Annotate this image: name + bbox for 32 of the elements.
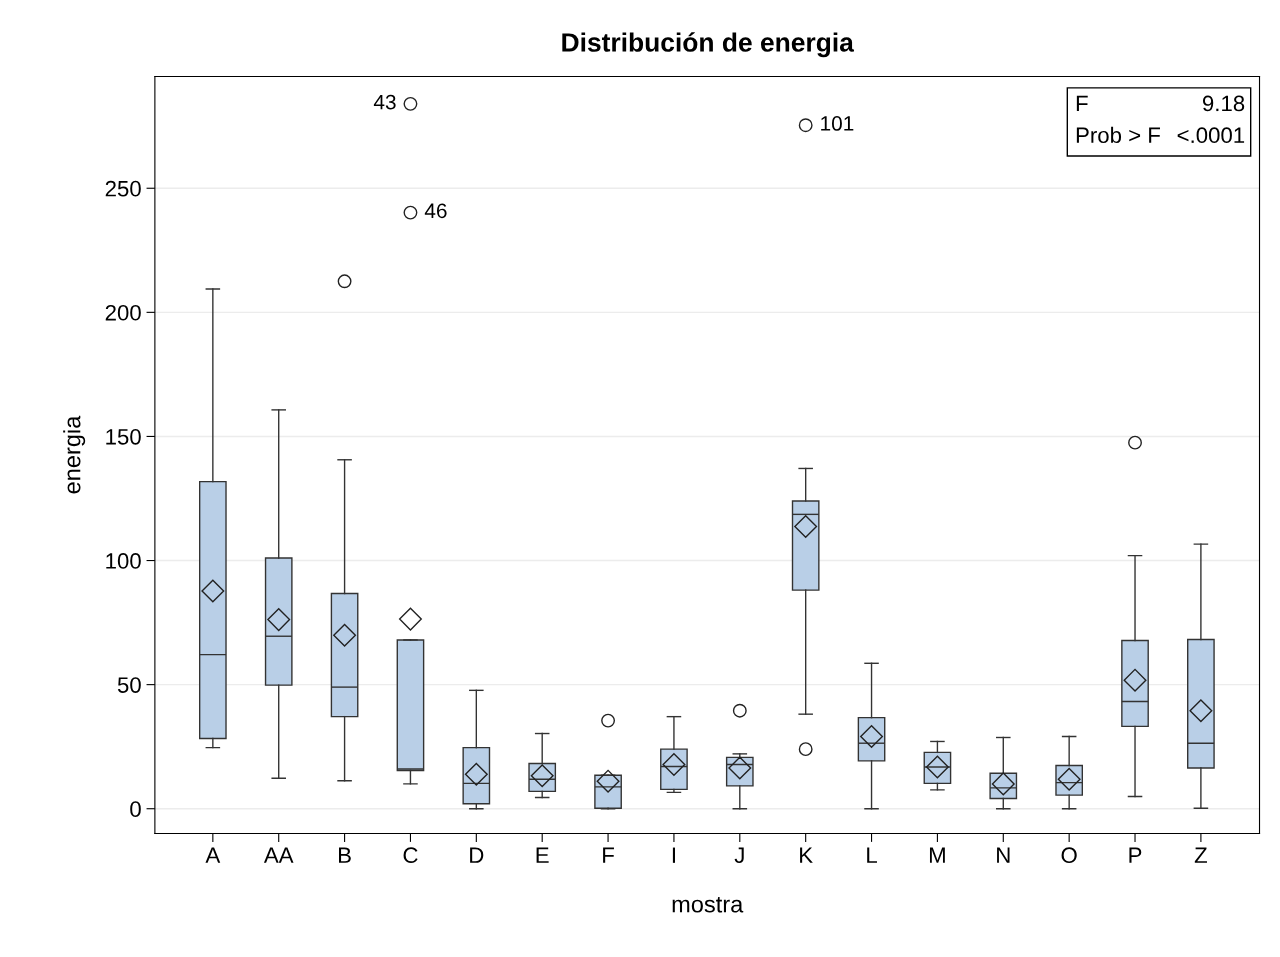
x-tick-label: J <box>734 847 744 864</box>
annotation: 46 <box>424 203 447 219</box>
y-tick-label: 150 <box>106 428 141 445</box>
x-tick-label: M <box>929 847 945 863</box>
y-axis-title: energia <box>63 415 86 494</box>
annotation: <.0001 <box>1177 127 1245 144</box>
y-tick-label: 250 <box>105 180 141 197</box>
annotation: 9.18 <box>1202 95 1245 112</box>
chart-title: Distribución de energia <box>562 32 855 58</box>
x-tick-label: Z <box>1194 847 1207 863</box>
x-tick-label: O <box>1061 847 1077 864</box>
x-tick-label: D <box>470 847 484 863</box>
x-tick-label: AA <box>263 847 294 863</box>
x-tick-label: N <box>997 847 1010 863</box>
y-tick-label: 100 <box>106 553 141 569</box>
x-tick-label: A <box>205 847 221 863</box>
x-tick-label: B <box>339 847 351 863</box>
x-tick-label: L <box>867 847 877 863</box>
y-tick-label: 0 <box>130 801 141 817</box>
x-tick-label: C <box>403 847 418 864</box>
x-tick-label: F <box>603 847 614 863</box>
annotation: 101 <box>821 116 854 131</box>
y-tick-label: 200 <box>105 304 141 321</box>
y-tick-label: 50 <box>117 677 141 693</box>
x-axis-title: mostra <box>672 897 744 913</box>
annotation: Prob > F <box>1076 126 1160 144</box>
x-tick-label: I <box>672 847 675 863</box>
x-tick-label: K <box>800 847 813 863</box>
annotation: F <box>1076 95 1088 112</box>
x-tick-label: P <box>1129 847 1142 863</box>
annotation: 43 <box>373 94 396 110</box>
x-tick-label: E <box>536 847 549 863</box>
